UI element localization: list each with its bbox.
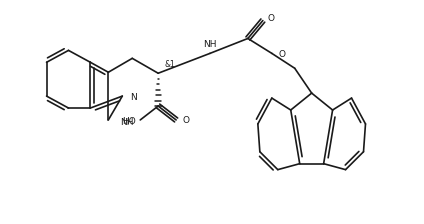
Text: O: O (182, 116, 189, 125)
Text: HO: HO (123, 117, 136, 126)
Text: &1: &1 (164, 60, 175, 69)
Text: O: O (268, 14, 275, 23)
Text: N: N (130, 93, 137, 102)
Text: NH: NH (120, 118, 134, 127)
Text: NH: NH (203, 40, 217, 49)
Text: O: O (279, 50, 286, 59)
